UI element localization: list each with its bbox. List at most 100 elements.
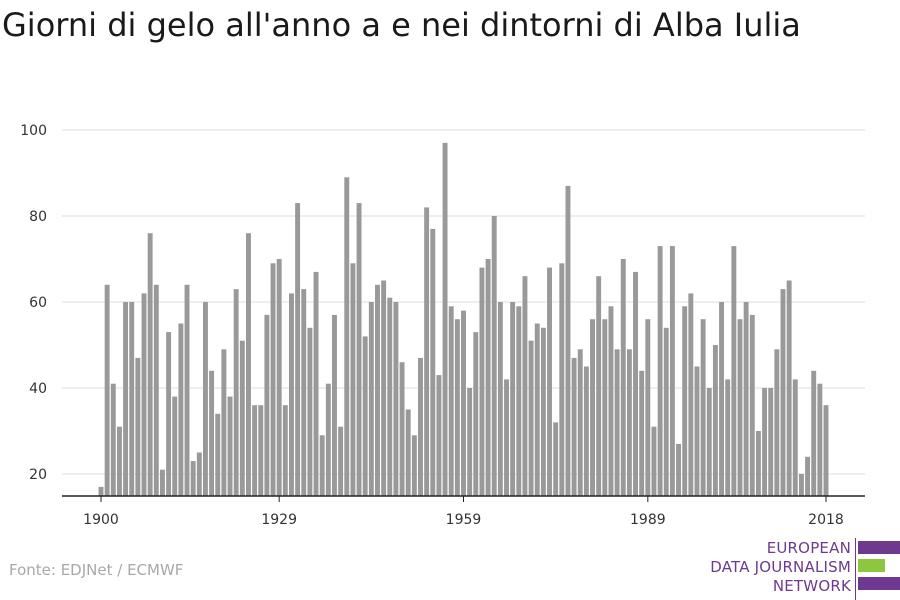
bar-1945 (375, 284, 380, 496)
bar-1961 (473, 332, 479, 496)
bar-1910 (159, 469, 165, 496)
bar-1993 (669, 246, 675, 496)
bar-1997 (694, 366, 700, 496)
logo-line-3: NETWORK (772, 577, 851, 595)
bar-1944 (368, 302, 374, 496)
source-note: Fonte: EDJNet / ECMWF (9, 561, 184, 579)
bar-2000 (712, 345, 718, 496)
bar-1938 (332, 314, 337, 496)
x-tick-label: 1989 (630, 512, 666, 528)
bar-1941 (350, 263, 356, 496)
bar-1965 (497, 302, 503, 496)
bar-1977 (571, 357, 577, 496)
y-tick-label: 40 (29, 381, 47, 397)
bar-2003 (731, 246, 737, 496)
bar-1952 (418, 357, 423, 496)
bar-1915 (190, 461, 196, 496)
bar-1971 (534, 323, 540, 496)
y-axis-ticks: 20 40 60 80 100 (20, 123, 47, 483)
x-axis: 1900 1929 1959 1989 2018 (62, 495, 865, 528)
bar-1946 (381, 280, 387, 496)
bar-1981 (596, 276, 602, 496)
bar-1903 (116, 426, 122, 496)
bar-2010 (774, 349, 780, 496)
bar-1937 (325, 383, 331, 496)
bar-1904 (123, 302, 129, 496)
bar-1921 (227, 396, 233, 496)
logo-divider (855, 538, 856, 600)
bar-2015 (805, 456, 811, 496)
x-tick-label: 1900 (83, 512, 119, 528)
bar-1994 (676, 443, 681, 496)
bar-2001 (719, 302, 725, 496)
bar-1958 (454, 319, 460, 496)
bar-1976 (565, 185, 571, 496)
bar-1948 (393, 302, 399, 496)
bar-1949 (399, 362, 405, 496)
bar-2013 (792, 379, 798, 496)
bar-2009 (768, 388, 774, 496)
y-tick-label: 100 (20, 123, 47, 139)
bar-1986 (626, 349, 632, 496)
bar-1922 (233, 289, 239, 496)
x-tick-label: 1959 (446, 512, 482, 528)
bar-1985 (620, 259, 626, 496)
logo-bar-purple-bottom (858, 577, 900, 590)
bar-1943 (362, 336, 368, 496)
y-tick-label: 60 (29, 295, 47, 311)
bar-1931 (289, 293, 294, 496)
bar-1975 (559, 263, 565, 496)
bar-1980 (590, 319, 595, 496)
bar-1932 (295, 203, 301, 496)
bar-1970 (528, 340, 534, 496)
bar-1905 (129, 302, 135, 496)
bar-1901 (104, 284, 110, 496)
bar-1914 (184, 284, 190, 496)
bar-1924 (246, 233, 251, 496)
bar-1955 (436, 375, 442, 496)
bar-1972 (540, 327, 546, 496)
y-tick-label: 80 (29, 209, 47, 225)
bar-1951 (411, 435, 417, 496)
bar-1998 (700, 319, 706, 496)
bar-1908 (147, 233, 153, 496)
bar-1918 (209, 370, 215, 496)
bar-1913 (178, 323, 184, 496)
bar-1902 (110, 383, 116, 496)
chart-title: Giorni di gelo all'anno a e nei dintorni… (2, 6, 801, 44)
logo-line-2: DATA JOURNALISM (710, 558, 851, 576)
bar-1934 (307, 327, 313, 496)
bar-1957 (448, 306, 454, 496)
bar-1936 (319, 435, 325, 496)
logo-bar-purple-top (858, 541, 900, 554)
bar-1991 (657, 246, 663, 496)
x-tick-label: 2018 (808, 512, 844, 528)
bar-1940 (344, 177, 350, 497)
bar-1962 (479, 267, 485, 496)
bar-2007 (755, 431, 761, 496)
bars (98, 142, 829, 497)
bar-1953 (424, 207, 430, 496)
bar-1974 (553, 422, 559, 496)
bar-1984 (614, 349, 620, 496)
bar-1930 (282, 405, 288, 496)
bar-1966 (504, 379, 509, 496)
bar-1933 (301, 289, 307, 496)
bar-1900 (98, 486, 104, 496)
bar-1919 (215, 413, 221, 496)
bar-1973 (547, 267, 552, 496)
bar-1950 (405, 409, 411, 496)
bar-1992 (663, 327, 669, 496)
bar-2005 (743, 302, 749, 496)
bar-1911 (166, 332, 172, 496)
bar-1907 (141, 293, 147, 496)
bar-1954 (430, 228, 436, 496)
bar-1968 (516, 306, 522, 496)
bar-1964 (491, 216, 497, 496)
bar-1916 (196, 452, 202, 496)
bar-1969 (522, 276, 528, 496)
bar-1996 (688, 293, 694, 496)
bar-1923 (239, 340, 245, 496)
bar-2012 (786, 280, 792, 496)
bar-1990 (651, 426, 657, 496)
